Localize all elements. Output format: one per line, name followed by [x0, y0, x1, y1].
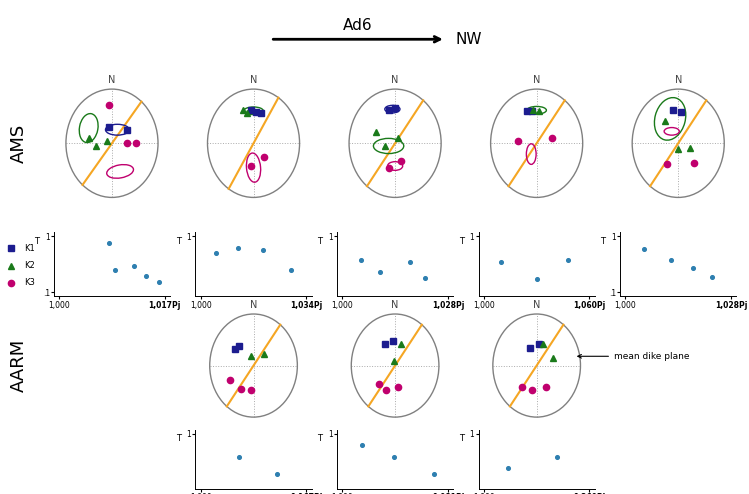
Point	[356, 441, 368, 449]
Point	[688, 264, 700, 272]
Point	[355, 256, 367, 264]
Point	[257, 246, 269, 254]
Text: N: N	[533, 75, 540, 85]
Point	[428, 470, 440, 478]
Y-axis label: T: T	[600, 237, 605, 247]
Point	[233, 453, 245, 461]
Text: N: N	[533, 300, 540, 310]
Text: N: N	[675, 75, 682, 85]
Point	[210, 248, 222, 256]
Text: K1: K1	[24, 244, 34, 253]
Y-axis label: T: T	[317, 434, 322, 443]
Point	[706, 273, 718, 281]
Point	[103, 240, 115, 247]
Text: AARM: AARM	[10, 339, 28, 392]
Point	[404, 258, 416, 266]
Text: N: N	[250, 300, 257, 310]
Point	[562, 256, 574, 264]
Text: K3: K3	[24, 278, 35, 288]
Text: NW: NW	[455, 32, 482, 47]
Point	[664, 256, 676, 264]
Text: N: N	[250, 75, 257, 85]
Text: N: N	[109, 75, 115, 85]
Point	[109, 266, 121, 274]
Point	[140, 272, 152, 280]
Y-axis label: T: T	[458, 434, 464, 443]
Point	[530, 275, 542, 283]
Text: K2: K2	[24, 261, 34, 270]
Y-axis label: T: T	[175, 434, 181, 443]
Point	[153, 279, 165, 287]
Point	[419, 274, 431, 282]
Text: N: N	[392, 75, 398, 85]
Point	[128, 262, 140, 270]
Y-axis label: T: T	[34, 237, 39, 247]
Point	[503, 464, 515, 472]
Point	[389, 453, 401, 461]
Text: Ad6: Ad6	[343, 18, 373, 34]
Point	[285, 266, 297, 274]
Point	[232, 244, 244, 252]
Text: AMS: AMS	[10, 124, 28, 163]
Y-axis label: T: T	[458, 237, 464, 247]
Point	[638, 245, 650, 253]
Point	[270, 470, 282, 478]
Text: mean dike plane: mean dike plane	[577, 352, 690, 361]
Y-axis label: T: T	[175, 237, 181, 247]
Point	[551, 453, 563, 461]
Y-axis label: T: T	[317, 237, 322, 247]
Point	[374, 268, 386, 276]
Text: N: N	[392, 300, 398, 310]
Point	[496, 258, 508, 266]
